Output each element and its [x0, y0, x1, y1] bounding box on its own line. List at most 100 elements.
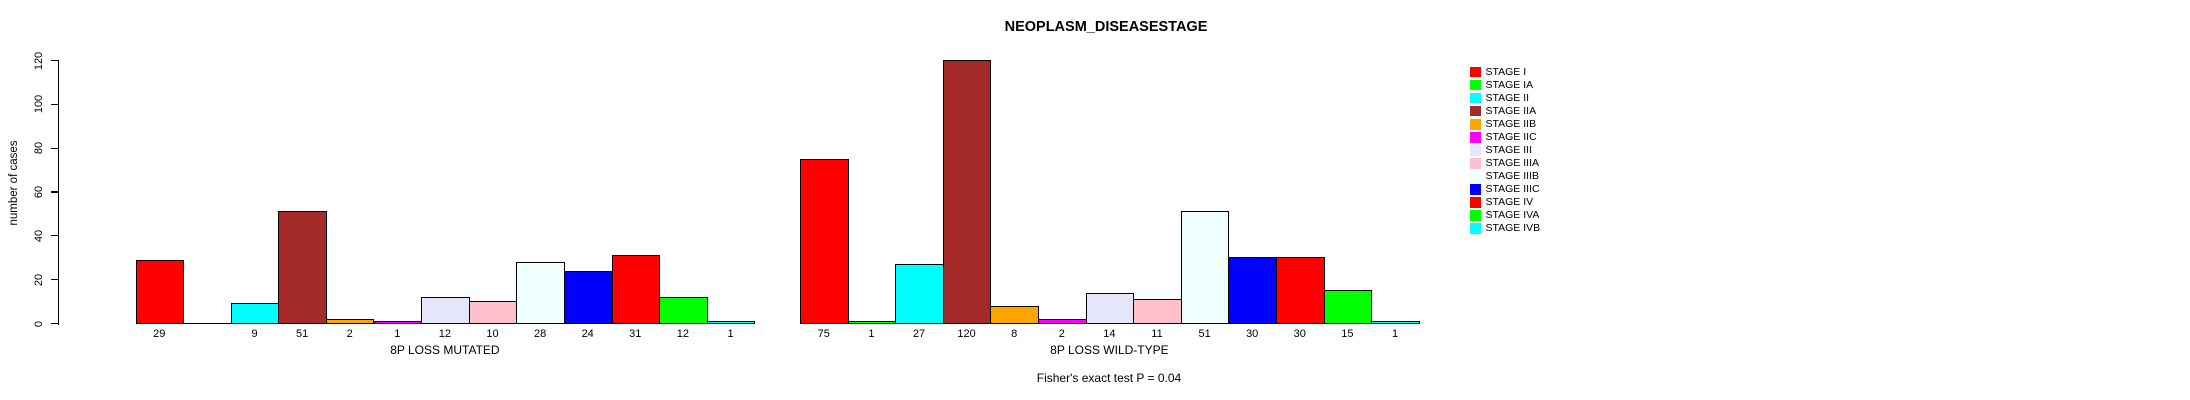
legend-label: STAGE IVA	[1485, 209, 1540, 222]
y-axis-tick	[50, 191, 58, 193]
legend-swatch	[1470, 92, 1481, 104]
bar-stage-iia	[278, 211, 327, 325]
bar-count-label: 12	[676, 327, 690, 340]
bar-count-label: 14	[1103, 327, 1116, 340]
legend-item: STAGE IIIB	[1470, 171, 1539, 182]
bar-count-label: 29	[153, 327, 166, 340]
bar-count-label: 1	[394, 327, 401, 340]
y-axis-tick-label: 20	[33, 273, 45, 286]
bar-count-label: 8	[1011, 327, 1018, 340]
group-baseline	[800, 322, 1420, 325]
legend-label: STAGE IIC	[1485, 131, 1537, 144]
y-axis-tick-label: 120	[33, 51, 45, 70]
legend-label: STAGE IVB	[1485, 222, 1541, 235]
bar-count-label: 2	[1058, 327, 1065, 340]
legend-label: STAGE II	[1485, 91, 1530, 104]
legend-label: STAGE III	[1485, 144, 1532, 157]
y-axis-tick	[50, 103, 58, 105]
legend-swatch	[1470, 119, 1481, 130]
legend-item: STAGE III	[1470, 145, 1532, 156]
y-axis-tick-label: 100	[33, 95, 45, 114]
bar-stage-iiib	[516, 261, 565, 325]
y-axis-tick	[50, 147, 58, 149]
legend-swatch	[1470, 158, 1481, 169]
bar-count-label: 51	[1198, 327, 1211, 340]
legend-item: STAGE IIC	[1470, 132, 1537, 143]
legend-swatch	[1470, 197, 1481, 208]
legend-swatch	[1470, 223, 1481, 234]
legend-item: STAGE IVA	[1470, 210, 1539, 221]
legend-item: STAGE IVB	[1470, 223, 1540, 234]
legend-label: STAGE IV	[1485, 196, 1534, 209]
legend-label: STAGE IIIA	[1485, 157, 1539, 170]
fisher-test-annotation: Fisher's exact test P = 0.04	[1036, 371, 1182, 385]
legend-item: STAGE IA	[1470, 80, 1533, 91]
legend-swatch	[1470, 210, 1481, 221]
y-axis-title: number of cases	[8, 140, 20, 226]
bar-count-label: 31	[629, 327, 642, 340]
legend-item: STAGE IIIC	[1470, 184, 1540, 195]
bar-stage-iva	[659, 296, 708, 325]
group-axis-label: 8P LOSS MUTATED	[390, 342, 500, 357]
y-axis-tick-label: 60	[33, 185, 45, 199]
legend-swatch	[1470, 145, 1481, 156]
legend-item: STAGE I	[1470, 67, 1526, 78]
bar-count-label: 30	[1293, 327, 1306, 340]
bar-stage-iiic	[1228, 257, 1277, 325]
legend-swatch	[1470, 79, 1481, 91]
legend-item: STAGE IIIA	[1470, 158, 1539, 169]
legend-label: STAGE IIB	[1485, 118, 1537, 130]
legend-item: STAGE IIB	[1470, 119, 1536, 130]
legend-label: STAGE I	[1485, 65, 1527, 78]
bar-count-label: 15	[1341, 327, 1354, 340]
y-axis-tick	[50, 59, 58, 62]
bar-count-label: 120	[957, 327, 976, 340]
bar-stage-ii	[895, 264, 944, 325]
bar-stage-iii	[421, 296, 470, 325]
bar-count-label: 10	[486, 327, 499, 340]
bar-count-label: 30	[1246, 327, 1259, 340]
legend-item: STAGE IIA	[1470, 106, 1536, 117]
bar-count-label: 1	[727, 327, 734, 340]
y-axis-tick	[50, 235, 58, 237]
bar-stage-iv	[611, 255, 661, 325]
y-axis-tick-label: 40	[33, 229, 45, 242]
legend-label: STAGE IIIC	[1485, 183, 1540, 196]
bar-stage-iiia	[1133, 299, 1182, 325]
bar-count-label: 27	[912, 327, 926, 340]
bar-stage-iiib	[1180, 211, 1230, 325]
legend-label: STAGE IIIB	[1485, 170, 1539, 183]
legend-swatch	[1470, 184, 1481, 195]
bar-stage-iiic	[563, 270, 613, 325]
bar-count-label: 2	[346, 327, 353, 340]
bar-count-label: 51	[295, 327, 309, 340]
bar-count-label: 9	[251, 327, 258, 340]
bar-count-label: 12	[438, 327, 452, 340]
group-axis-label: 8P LOSS WILD-TYPE	[1050, 342, 1169, 357]
legend-item: STAGE II	[1470, 93, 1529, 104]
legend-item: STAGE IV	[1470, 197, 1533, 208]
legend-swatch	[1470, 105, 1481, 117]
y-axis-tick-label: 80	[33, 142, 45, 155]
legend-swatch	[1470, 66, 1481, 78]
bar-count-label: 28	[533, 327, 547, 340]
bar-stage-iia	[942, 60, 992, 325]
bar-stage-iv	[1276, 257, 1325, 325]
bar-stage-iib	[990, 305, 1039, 325]
bar-stage-iii	[1085, 292, 1135, 325]
bar-count-label: 1	[868, 327, 875, 340]
bar-count-label: 75	[817, 327, 830, 340]
bar-stage-i	[800, 158, 849, 325]
bar-stage-iva	[1323, 290, 1373, 325]
y-axis-tick-label: 0	[33, 320, 45, 327]
y-axis-line	[57, 60, 59, 325]
y-axis-tick	[50, 279, 58, 281]
bar-stage-ii	[230, 303, 280, 325]
chart-title: NEOPLASM_DISEASESTAGE	[1004, 19, 1208, 35]
bar-stage-i	[135, 259, 185, 325]
legend-swatch	[1470, 171, 1481, 182]
legend-swatch	[1470, 132, 1481, 143]
bar-count-label: 24	[581, 327, 594, 340]
y-axis-tick	[50, 322, 58, 325]
